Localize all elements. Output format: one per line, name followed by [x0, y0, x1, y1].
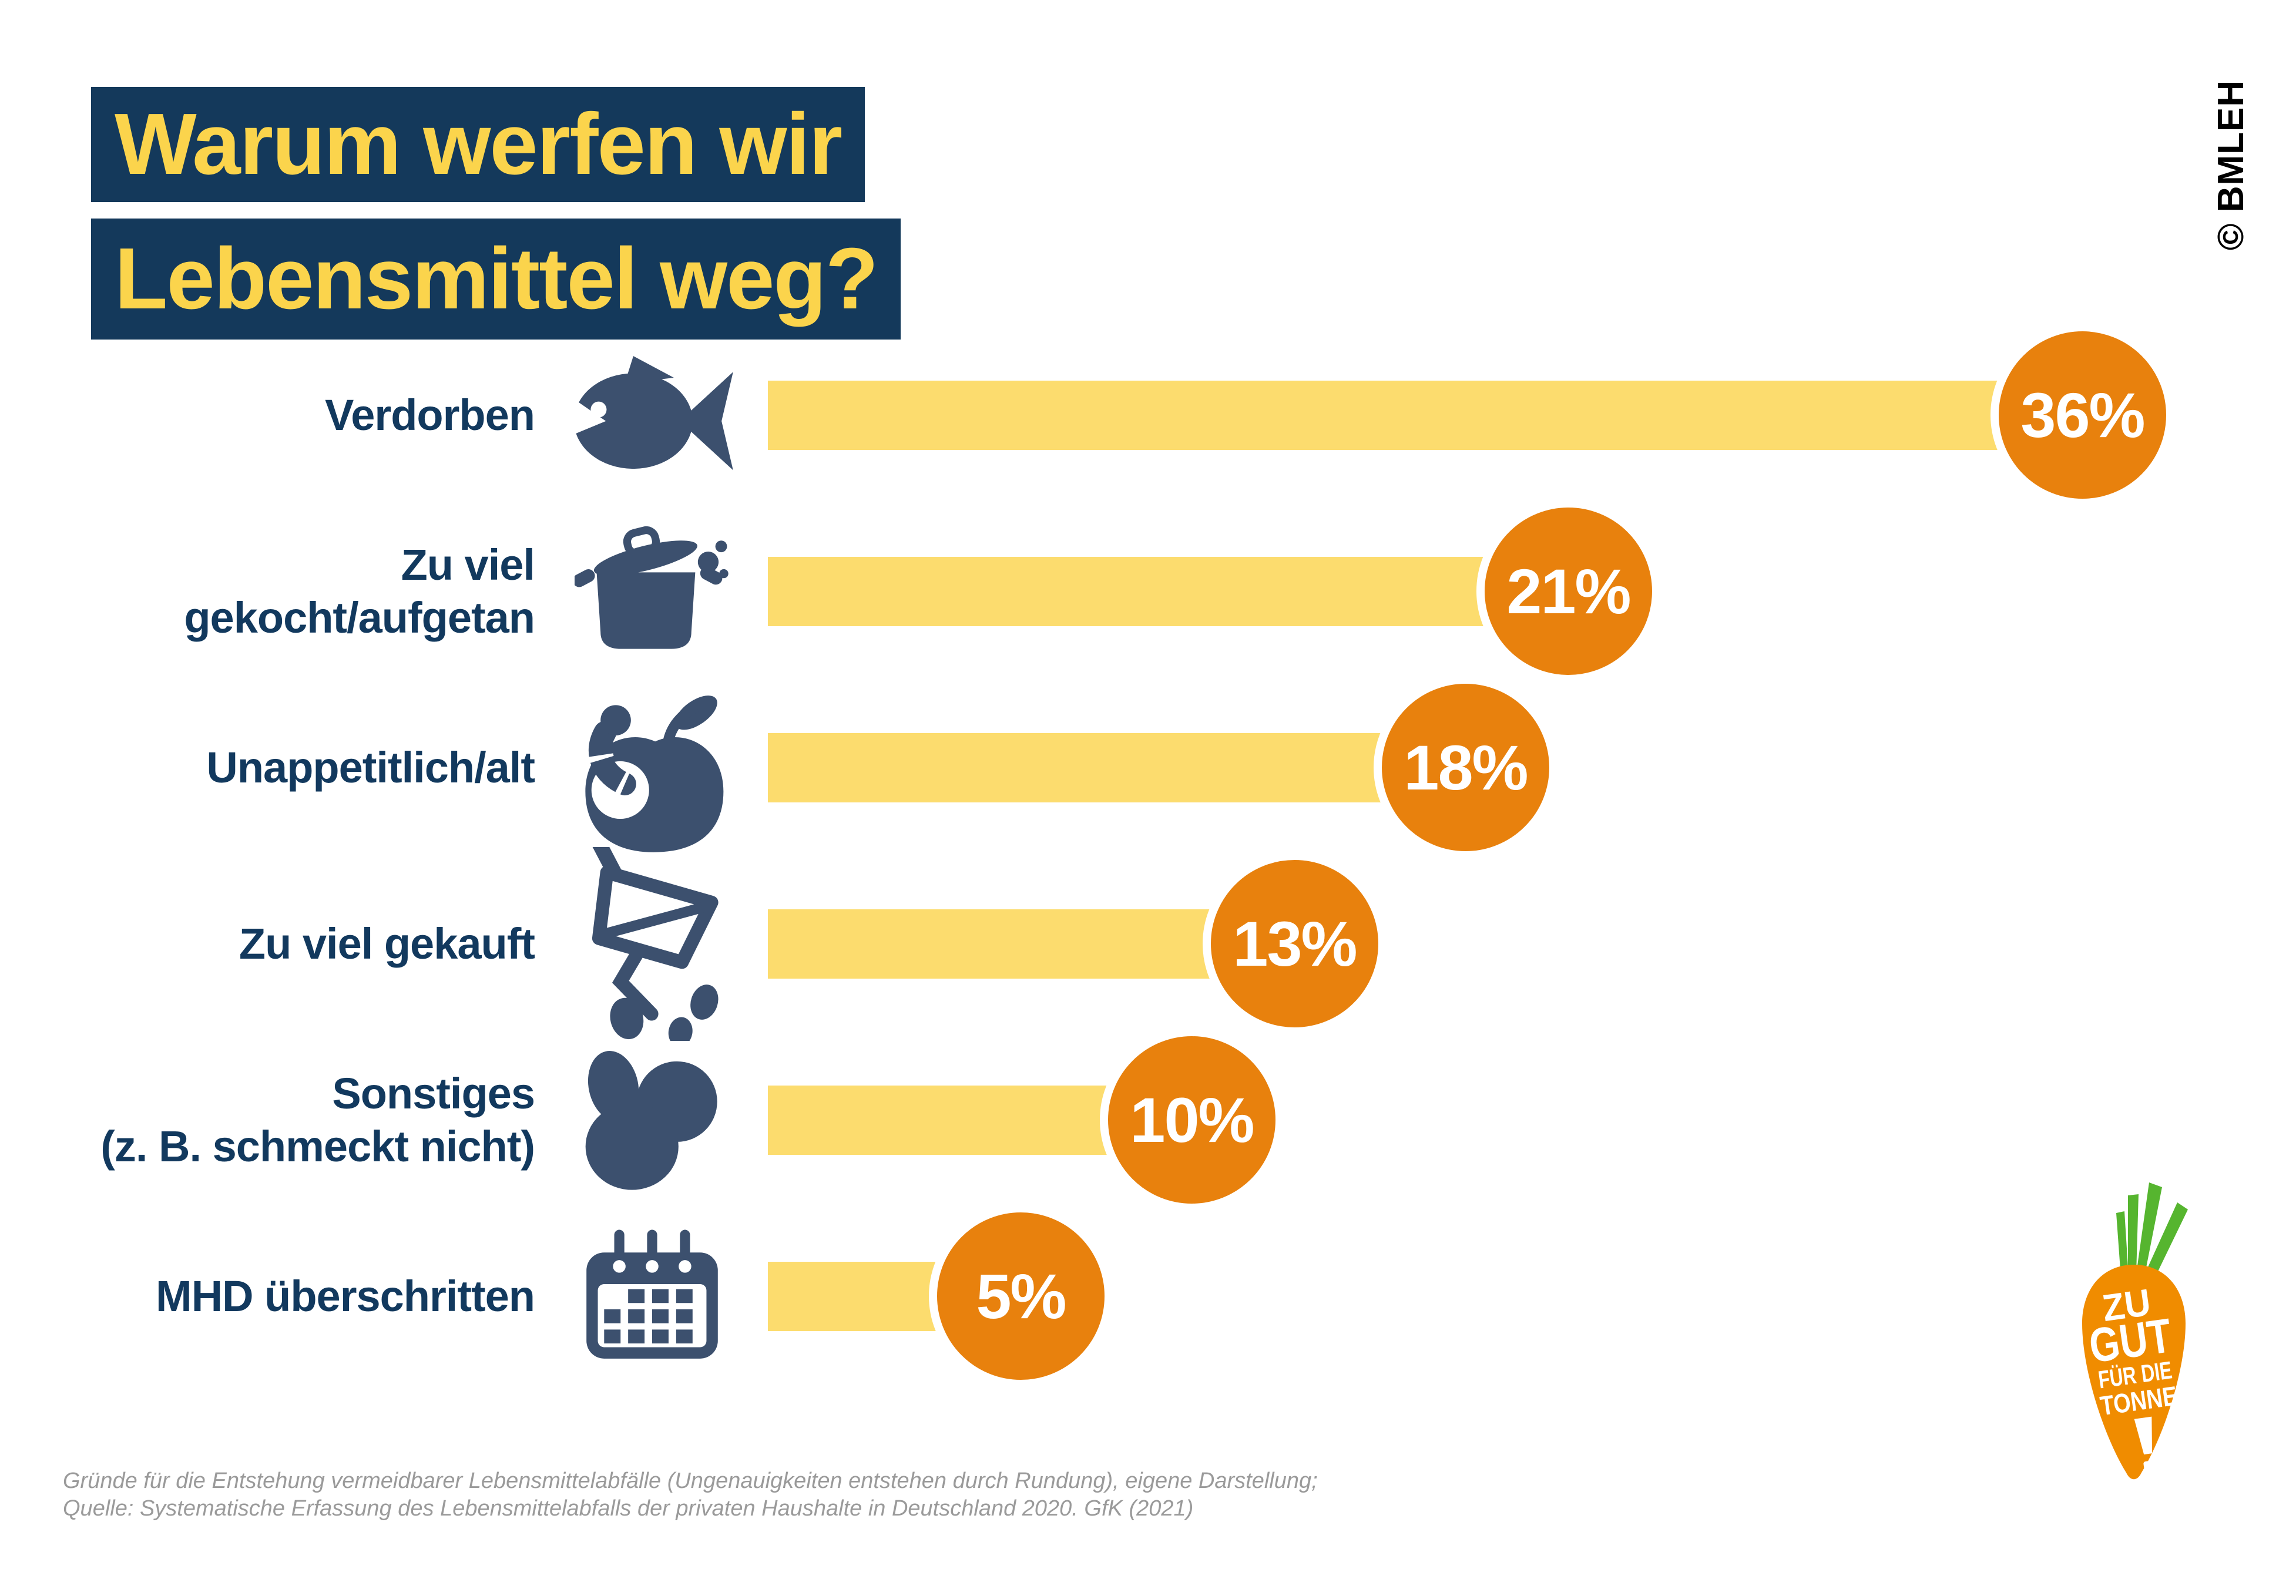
value-label: 10% [1130, 1084, 1254, 1155]
copyright-vertical: © BMLEH [2211, 79, 2251, 251]
value-bubble: 18% [1374, 676, 1557, 859]
category-label-line: (z. B. schmeckt nicht) [100, 1122, 535, 1171]
value-bar [768, 1262, 939, 1331]
cooking-pot-icon [552, 503, 752, 680]
value-bar [768, 1086, 1110, 1155]
category-label-line: Verdorben [325, 391, 535, 439]
chart-row: Verdorben 36% [0, 323, 2296, 507]
chart-row: MHD überschritten 5% [0, 1204, 2296, 1388]
value-bubble: 13% [1203, 852, 1387, 1036]
zu-gut-fuer-die-tonne-logo: ZU GUT FÜR DIE TONNE [2082, 1182, 2188, 1480]
apple-with-worm-icon [552, 680, 752, 856]
value-bubble: 21% [1476, 499, 1660, 683]
calendar-icon [552, 1208, 752, 1385]
category-label: Verdorben [0, 327, 535, 503]
category-label: Zu viel gekauft [0, 856, 535, 1032]
page-title-line-1: Warum werfen wir [91, 87, 865, 202]
carrot-leaves-icon [2116, 1182, 2188, 1285]
svg-text:ZU: ZU [2100, 1281, 2153, 1329]
value-bar [768, 733, 1384, 802]
page-title-line-2: Lebensmittel weg? [91, 219, 901, 340]
category-label-line: Zu viel gekauft [239, 919, 535, 968]
source-note-line-1: Gründe für die Entstehung vermeidbarer L… [63, 1469, 1318, 1493]
category-label: Sonstiges (z. B. schmeckt nicht) [0, 1032, 535, 1208]
logo-text: ZU GUT FÜR DIE TONNE [2086, 1281, 2179, 1474]
chart-row: Zu viel gekauft 13% [0, 847, 2296, 1041]
category-label-line: gekocht/aufgetan [184, 593, 535, 642]
shopping-cart-icon [552, 847, 752, 1041]
chart-row: Unappetitlich/alt 18% [0, 676, 2296, 859]
value-label: 21% [1506, 556, 1631, 627]
value-label: 36% [2020, 379, 2145, 451]
chart-row: Zu viel gekocht/aufgetan 21% [0, 499, 2296, 683]
chart-row: Sonstiges (z. B. schmeckt nicht) 10% [0, 1028, 2296, 1212]
dough-blob-icon [552, 1032, 752, 1208]
value-bubble: 36% [1990, 323, 2174, 507]
category-label: Unappetitlich/alt [0, 680, 535, 856]
fish-icon [552, 327, 752, 503]
category-label-line: Sonstiges [332, 1069, 535, 1118]
value-bubble: 5% [929, 1204, 1113, 1388]
category-label-line: Zu viel [401, 540, 535, 589]
category-label-line: MHD überschritten [156, 1272, 535, 1321]
value-label: 5% [976, 1261, 1066, 1332]
category-label-line: Unappetitlich/alt [206, 743, 535, 792]
source-note: Gründe für die Entstehung vermeidbarer L… [63, 1467, 1318, 1523]
value-bar [768, 381, 2001, 450]
category-label: Zu viel gekocht/aufgetan [0, 503, 535, 680]
value-bar [768, 557, 1487, 626]
source-note-line-2: Quelle: Systematische Erfassung des Lebe… [63, 1496, 1194, 1521]
carrot-body-icon [2082, 1265, 2186, 1480]
category-label: MHD überschritten [0, 1208, 535, 1385]
value-bar [768, 909, 1213, 979]
value-label: 18% [1404, 732, 1528, 803]
value-bubble: 10% [1100, 1028, 1284, 1212]
value-label: 13% [1233, 908, 1357, 979]
svg-text:GUT: GUT [2086, 1309, 2174, 1373]
